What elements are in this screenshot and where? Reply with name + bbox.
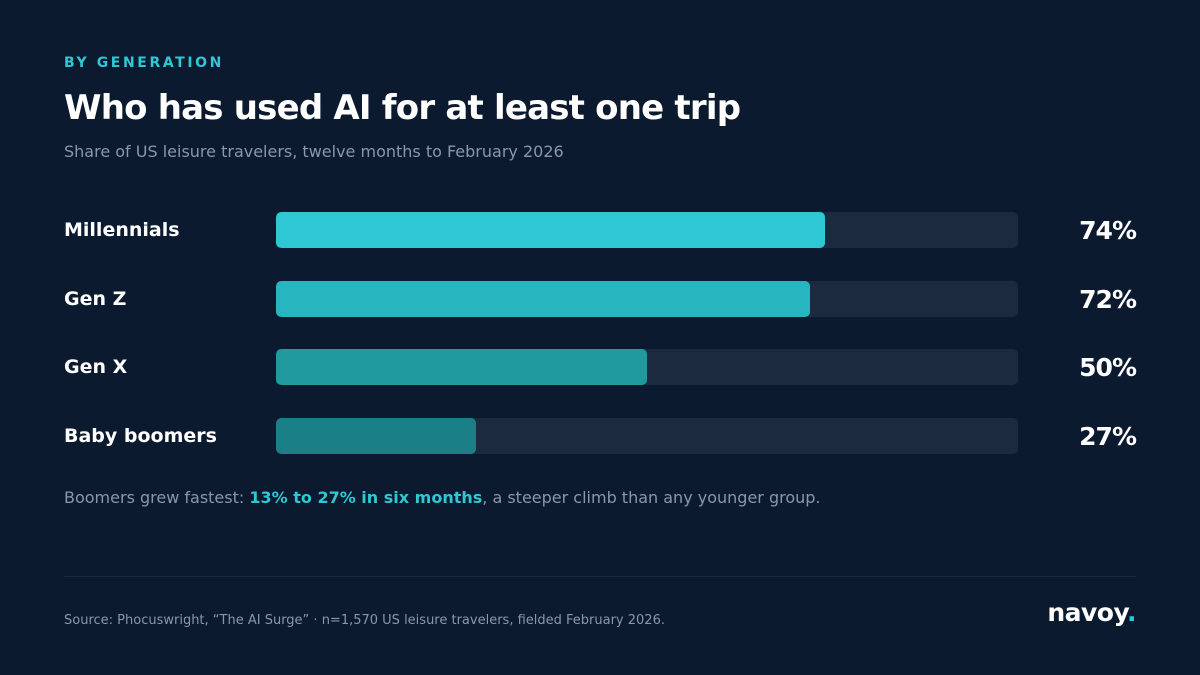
bar-row: Gen X 50% — [0, 349, 1200, 385]
chart-note: Boomers grew fastest: 13% to 27% in six … — [64, 488, 821, 507]
value-label: 74% — [1079, 216, 1137, 245]
note-prefix: Boomers grew fastest: — [64, 488, 250, 507]
bar-track — [276, 417, 1018, 454]
bar-track — [276, 349, 1018, 385]
chart-title: Who has used AI for at least one trip — [64, 88, 741, 128]
bar-row: Baby boomers 27% — [0, 417, 1200, 454]
bar-row: Gen Z 72% — [0, 280, 1200, 317]
chart-kicker: BY GENERATION — [64, 55, 224, 71]
category-label: Gen Z — [64, 287, 127, 310]
value-label: 72% — [1079, 284, 1137, 314]
bar — [276, 417, 477, 454]
value-label: 50% — [1079, 353, 1137, 382]
category-label: Baby boomers — [64, 424, 217, 447]
bar — [276, 212, 826, 248]
category-label: Gen X — [64, 356, 128, 378]
category-label: Millennials — [64, 219, 180, 241]
chart-subtitle: Share of US leisure travelers, twelve mo… — [64, 142, 564, 161]
brand-dot: . — [1127, 598, 1137, 627]
bar-track — [276, 212, 1018, 248]
note-highlight: 13% to 27% in six months — [249, 488, 483, 507]
footer-divider — [64, 576, 1136, 577]
bar — [276, 349, 647, 385]
brand-logo: navoy. — [1047, 598, 1136, 627]
source-text: Source: Phocuswright, “The AI Surge” · n… — [64, 613, 665, 628]
bar-row: Millennials 74% — [0, 212, 1200, 248]
bar — [276, 280, 811, 317]
note-suffix: , a steeper climb than any younger group… — [482, 488, 821, 507]
value-label: 27% — [1079, 421, 1137, 451]
brand-name: navoy — [1047, 598, 1127, 627]
bar-track — [276, 280, 1018, 317]
